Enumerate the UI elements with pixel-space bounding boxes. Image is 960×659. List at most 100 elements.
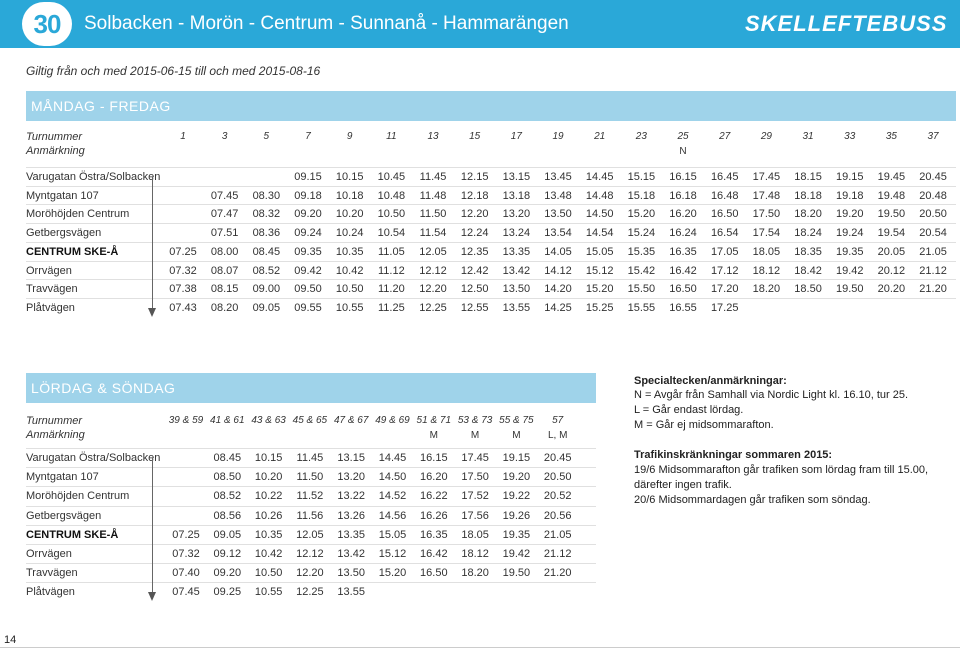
departure-time: 19.22 [502,490,531,503]
stop-name: Orrvägen [26,548,72,560]
departure-time: 13.48 [544,189,572,202]
departure-time: 20.56 [543,509,572,522]
departure-time: 21.12 [543,548,572,560]
trip-number: 41 & 61 [210,415,245,426]
trip-number: 5 [263,131,270,142]
departure-time: 19.15 [835,171,864,183]
departure-time: 10.50 [377,208,406,221]
departure-time: 16.26 [420,509,448,522]
departure-time: 13.20 [502,208,531,221]
departure-time: 09.42 [294,264,322,277]
departure-time: 10.15 [254,452,283,464]
stop-name: Moröhöjden Centrum [26,208,130,221]
departure-time: 12.12 [419,264,447,277]
departure-time: 15.20 [378,567,407,580]
departure-time: 12.15 [460,171,489,183]
route-title: Solbacken - Morön - Centrum - Sunnanå - … [84,13,569,34]
weekday-section-title: MÅNDAG - FREDAG [31,98,171,114]
departure-time: 20.52 [543,490,572,503]
departure-time: 12.20 [460,208,489,221]
departure-time: 17.05 [710,245,739,258]
trip-number: 31 [802,131,814,142]
stop-name: CENTRUM SKE-Å [26,245,119,258]
departure-time: 18.42 [794,264,822,277]
weekday-anmarkning-label: Anmärkning [26,145,85,157]
row-separator [26,524,596,526]
departure-time: 12.05 [296,528,324,541]
trip-number: 43 & 63 [251,415,286,426]
departure-time: 16.20 [420,471,448,484]
trip-number: 3 [221,131,228,142]
trip-number: 35 [885,131,897,142]
departure-time: 12.05 [419,245,447,258]
departure-time: 18.18 [794,189,822,202]
departure-time: 10.50 [335,283,364,296]
departure-time: 13.26 [337,509,365,522]
trip-number: 25 [677,131,689,142]
departure-time: 07.38 [169,283,197,296]
special-note-line: L = Går endast lördag. [634,404,744,416]
departure-time: 14.48 [585,189,614,202]
departure-time: 12.50 [460,283,489,296]
departure-time: 08.50 [213,471,242,484]
departure-time: 21.12 [919,264,947,277]
stop-name: Moröhöjden Centrum [26,490,130,503]
departure-time: 09.05 [252,301,281,314]
departure-time: 13.15 [337,452,365,464]
departure-time: 12.42 [460,264,489,277]
weekend-section-bar [26,373,596,403]
departure-time: 15.18 [627,189,656,202]
trip-number: 55 & 75 [499,415,534,426]
departure-time: 12.20 [296,567,324,580]
departure-time: 09.25 [213,586,242,599]
departure-time: 07.43 [169,301,197,314]
trip-number: 7 [305,131,311,142]
departure-time: 15.15 [627,171,656,183]
row-separator [26,204,956,206]
departure-time: 07.40 [172,567,200,580]
stop-name: Orrvägen [26,264,72,277]
departure-time: 14.25 [544,301,572,314]
departure-time: 15.05 [585,245,614,258]
departure-time: 13.55 [502,301,531,314]
departure-time: 16.42 [420,548,448,560]
departure-time: 19.42 [502,548,531,560]
departure-time: 08.00 [210,245,239,258]
departure-time: 15.05 [378,528,407,541]
departure-time: 15.12 [378,548,407,560]
departure-time: 19.20 [835,208,864,221]
departure-time: 18.12 [461,548,489,560]
departure-time: 17.52 [461,490,489,503]
departure-time: 20.45 [919,171,947,183]
departure-time: 19.50 [502,567,531,580]
traffic-note-line: 19/6 Midsommarafton går trafiken som lör… [634,464,929,476]
departure-time: 07.45 [172,586,200,599]
departure-time: 18.50 [794,283,822,296]
row-separator [26,486,596,488]
trip-number: 47 & 67 [333,415,369,426]
weekend-turnummer-label: Turnummer [26,415,83,427]
trip-number: 53 & 73 [457,415,493,426]
departure-time: 08.30 [252,189,281,202]
trip-number: 15 [469,131,481,142]
direction-arrow-icon [148,592,156,602]
departure-time: 12.12 [296,548,324,560]
departure-time: 13.35 [502,245,531,258]
row-separator [26,544,596,545]
departure-time: 12.35 [460,245,489,258]
departure-time: 20.20 [877,283,906,296]
departure-time: 11.50 [419,208,447,221]
departure-time: 09.18 [294,189,322,202]
departure-time: 08.07 [210,264,239,277]
departure-time: 13.45 [544,171,572,183]
departure-time: 18.24 [794,227,822,240]
direction-arrow-line [152,177,153,308]
weekend-anmarkning-label: Anmärkning [26,429,85,441]
trip-number: 57 [552,415,564,426]
departure-time: 11.56 [296,509,324,522]
departure-time: 11.54 [419,227,447,240]
row-separator [26,505,596,507]
departure-time: 09.50 [294,283,322,296]
stop-name: Getbergsvägen [26,227,102,240]
departure-time: 07.25 [172,528,200,541]
